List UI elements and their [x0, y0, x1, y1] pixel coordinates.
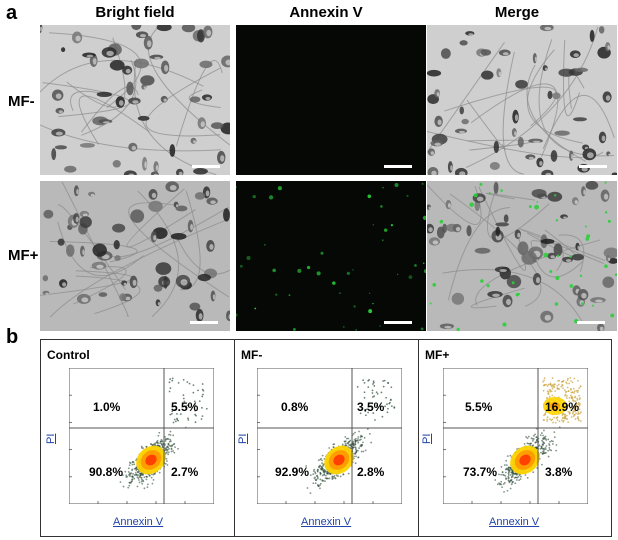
micrograph-mf-minus-annexin-v	[236, 25, 426, 175]
scale-bar	[190, 321, 218, 324]
x-axis-label: Annexin V	[113, 516, 164, 528]
flow-plot	[443, 368, 588, 504]
row-label-mf-plus: MF+	[8, 247, 39, 264]
x-axis-label: Annexin V	[489, 516, 540, 528]
flow-panel-title: MF-	[241, 348, 263, 362]
scale-bar	[579, 165, 607, 168]
quadrant-upper-left: 1.0%	[93, 400, 121, 414]
quadrant-upper-left: 5.5%	[465, 400, 493, 414]
row-label-mf-minus: MF-	[8, 93, 35, 110]
quadrant-lower-left: 73.7%	[463, 465, 498, 479]
flow-panel-title: Control	[47, 348, 90, 362]
quadrant-upper-right: 3.5%	[357, 400, 385, 414]
micrograph-mf-plus-bright-field	[40, 181, 230, 331]
column-title-merge: Merge	[494, 4, 540, 21]
panel-b-letter: b	[6, 326, 19, 348]
scale-bar	[577, 321, 605, 324]
quadrant-lower-right: 2.8%	[357, 465, 385, 479]
quadrant-upper-right: 16.9%	[545, 400, 580, 414]
flow-panel-mf-minus: MF- 0.8% 3.5% 92.9% 2.8% Annexin V PI	[234, 339, 420, 537]
quadrant-upper-right: 5.5%	[171, 400, 199, 414]
quadrant-lower-left: 90.8%	[89, 465, 124, 479]
y-axis-label: PI	[237, 433, 249, 444]
flow-panel-title: MF+	[425, 348, 450, 362]
micrograph-mf-minus-bright-field	[40, 25, 230, 175]
quadrant-lower-right: 2.7%	[171, 465, 199, 479]
column-title-annexin-v: Annexin V	[289, 4, 363, 21]
flow-plot	[257, 368, 402, 504]
quadrant-lower-right: 3.8%	[545, 465, 573, 479]
quadrant-upper-left: 0.8%	[281, 400, 309, 414]
flow-panel-control: Control 1.0% 5.5% 90.8% 2.7% Annexin V P…	[40, 339, 236, 537]
micrograph-mf-minus-merge	[427, 25, 617, 175]
y-axis-label: PI	[45, 433, 57, 444]
scale-bar	[192, 165, 220, 168]
flow-panel-mf-plus: MF+ 5.5% 16.9% 73.7% 3.8% Annexin V PI	[418, 339, 612, 537]
scale-bar	[384, 321, 412, 324]
micrograph-mf-plus-annexin-v	[236, 181, 426, 331]
panel-a-letter: a	[6, 2, 18, 24]
scale-bar	[384, 165, 412, 168]
y-axis-label: PI	[421, 433, 433, 444]
x-axis-label: Annexin V	[301, 516, 352, 528]
micrograph-mf-plus-merge	[427, 181, 617, 331]
quadrant-lower-left: 92.9%	[275, 465, 310, 479]
flow-plot	[69, 368, 214, 504]
column-title-bright-field: Bright field	[95, 4, 175, 21]
